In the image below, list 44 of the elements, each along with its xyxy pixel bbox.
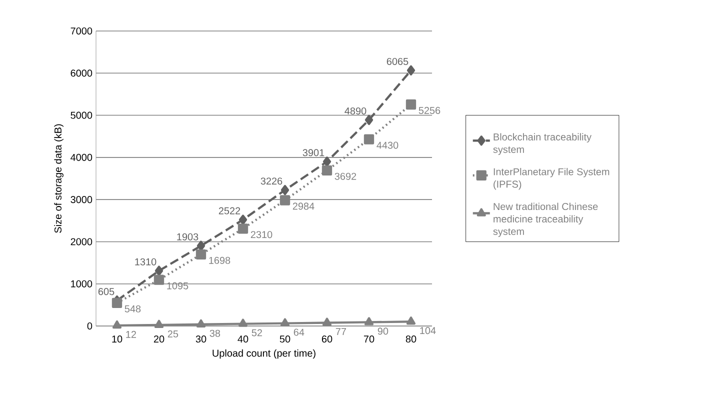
y-tick-label: 1000 — [71, 280, 92, 288]
data-label: 2310 — [250, 231, 272, 238]
y-tick-label: 7000 — [70, 27, 92, 35]
data-label: 6065 — [386, 58, 408, 65]
x-tick-label: 20 — [154, 336, 164, 343]
data-label: 2522 — [218, 207, 240, 214]
y-axis-title: Size of storage data (kB) — [54, 124, 64, 233]
data-label: 25 — [168, 330, 178, 338]
data-label: 605 — [98, 288, 114, 296]
x-tick-label: 40 — [238, 336, 248, 343]
y-tick-label: 2000 — [70, 238, 92, 246]
data-label: 3692 — [334, 172, 356, 180]
data-label: 77 — [336, 328, 346, 336]
data-label: 4890 — [344, 107, 366, 115]
x-tick-label: 60 — [322, 336, 332, 343]
y-tick-label: 4000 — [70, 154, 92, 161]
data-label: 64 — [294, 328, 304, 336]
data-label: 5256 — [418, 106, 440, 114]
data-label: 3226 — [260, 178, 282, 185]
data-label: 2984 — [292, 202, 314, 210]
legend-label: New traditional Chinese medicine traceability system — [493, 202, 598, 237]
y-tick-label: 5000 — [70, 112, 92, 119]
data-label: 1698 — [209, 256, 230, 264]
data-label: 90 — [378, 328, 388, 335]
x-tick-label: 10 — [112, 336, 122, 343]
x-tick-label: 50 — [280, 336, 290, 343]
data-label: 1903 — [177, 233, 198, 240]
x-axis-title: Upload count (per time) — [212, 349, 316, 359]
data-label: 548 — [124, 305, 141, 312]
y-tick-label: 6000 — [70, 70, 92, 77]
data-label: 4430 — [376, 142, 398, 149]
legend-label: Blockchain traceability system — [493, 133, 592, 155]
data-label: 52 — [252, 329, 262, 336]
x-tick-label: 80 — [406, 336, 416, 343]
y-tick-label: 0 — [87, 322, 92, 330]
data-label: 1310 — [135, 258, 156, 266]
x-tick-label: 70 — [364, 336, 374, 343]
data-label: 3901 — [302, 149, 324, 156]
y-tick-label: 3000 — [70, 196, 92, 204]
legend-label: InterPlanetary File System (IPFS) — [494, 168, 610, 190]
data-label: 104 — [420, 327, 436, 334]
data-label: 38 — [210, 330, 220, 337]
x-tick-label: 30 — [196, 336, 206, 343]
data-label: 12 — [126, 330, 136, 338]
